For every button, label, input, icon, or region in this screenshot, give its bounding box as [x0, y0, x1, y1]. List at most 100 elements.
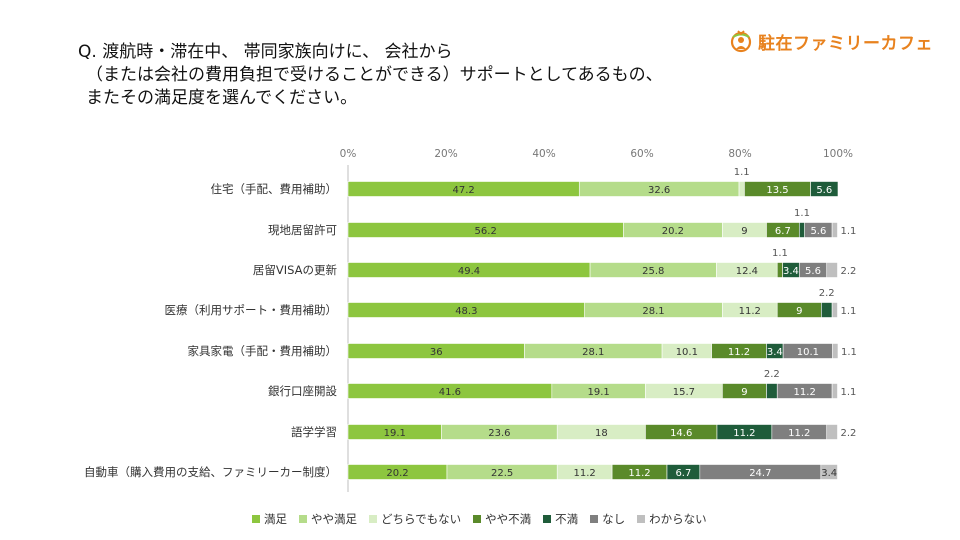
data-label: 32.6: [648, 185, 670, 196]
category-label: 現地居留許可: [268, 223, 337, 237]
question-text: Q. 渡航時・滞在中、 帯同家族向けに、 会社から （または会社の費用負担で受け…: [78, 41, 663, 110]
data-label: 22.5: [491, 468, 513, 479]
data-label: 56.2: [475, 226, 497, 237]
logo-text: 駐在ファミリーカフェ: [758, 33, 933, 54]
bar-segment: [766, 383, 778, 399]
legend-item: なし: [590, 511, 625, 527]
bar-segment: [821, 302, 833, 318]
data-label: 20.2: [662, 226, 684, 237]
legend-item: どちらでもない: [369, 511, 461, 527]
data-label: 11.2: [733, 428, 755, 439]
data-label: 9: [741, 226, 747, 237]
data-label: 25.8: [642, 266, 664, 277]
question-line-3: またその満足度を選んでください。: [86, 88, 358, 108]
data-label: 3.4: [821, 468, 837, 479]
legend-item: わからない: [637, 511, 707, 527]
bar-segment: [831, 383, 838, 399]
data-label: 23.6: [488, 428, 510, 439]
data-label: 28.1: [582, 347, 604, 358]
data-label: 2.2: [841, 266, 857, 277]
data-label: 28.1: [642, 306, 664, 317]
legend-label: どちらでもない: [381, 512, 462, 526]
data-label: 11.2: [728, 347, 750, 358]
data-label: 47.2: [453, 185, 475, 196]
category-label: 医療（利用サポート・費用補助）: [165, 303, 338, 317]
chart-legend: 満足 やや満足 どちらでもない やや不満 不満 なし わからない: [252, 511, 707, 527]
data-label: 1.1: [841, 226, 857, 237]
data-label: 5.6: [805, 266, 821, 277]
data-label: 2.2: [819, 288, 835, 299]
data-label: 11.2: [628, 468, 650, 479]
bar-segment: [831, 302, 838, 318]
bar-segment: [798, 222, 805, 238]
brand-logo: 駐在ファミリーカフェ: [728, 26, 933, 56]
legend-label: やや不満: [485, 512, 532, 526]
data-label: 6.7: [775, 226, 791, 237]
data-label: 9: [741, 387, 747, 398]
x-tick-label: 0%: [340, 148, 357, 160]
data-label: 1.1: [772, 248, 788, 259]
data-label: 20.2: [386, 468, 408, 479]
legend-item: 不満: [543, 511, 578, 527]
x-tick-label: 40%: [532, 148, 555, 160]
data-label: 41.6: [439, 387, 461, 398]
data-label: 13.5: [766, 185, 788, 196]
category-label: 居留VISAの更新: [253, 263, 338, 277]
legend-item: やや満足: [299, 511, 357, 527]
data-label: 2.2: [841, 428, 857, 439]
bar-segment: [826, 424, 838, 440]
data-label: 18: [595, 428, 608, 439]
data-label: 11.2: [739, 306, 761, 317]
x-tick-label: 80%: [728, 148, 751, 160]
category-label: 銀行口座開設: [268, 384, 337, 398]
category-label: 家具家電（手配・費用補助）: [188, 344, 338, 358]
data-label: 19.1: [384, 428, 406, 439]
legend-label: わからない: [649, 512, 707, 526]
data-label: 14.6: [670, 428, 692, 439]
data-label: 1.1: [841, 387, 857, 398]
legend-item: やや不満: [473, 511, 531, 527]
data-label: 19.1: [588, 387, 610, 398]
data-label: 1.1: [841, 306, 857, 317]
x-tick-label: 20%: [434, 148, 457, 160]
data-label: 3.4: [767, 347, 783, 358]
bar-segment: [826, 262, 838, 278]
legend-swatch: [299, 515, 307, 523]
bar-segment: [810, 181, 839, 197]
legend-swatch: [369, 515, 377, 523]
bar-segment: [738, 181, 745, 197]
data-label: 15.7: [673, 387, 695, 398]
legend-swatch: [473, 515, 482, 523]
category-label: 語学学習: [291, 425, 337, 439]
data-label: 48.3: [455, 306, 477, 317]
data-label: 5.6: [816, 185, 832, 196]
data-label: 12.4: [736, 266, 758, 277]
data-label: 36: [430, 347, 443, 358]
data-label: 24.7: [749, 468, 771, 479]
data-label: 3.4: [783, 266, 799, 277]
data-label: 1.1: [794, 208, 810, 219]
data-label: 11.2: [574, 468, 596, 479]
legend-swatch: [590, 515, 599, 523]
category-label: 住宅（手配、費用補助）: [211, 182, 338, 196]
data-label: 49.4: [458, 266, 480, 277]
data-label: 10.1: [797, 347, 819, 358]
globe-person-icon: [730, 30, 752, 53]
data-label: 1.1: [841, 347, 857, 358]
data-label: 11.2: [788, 428, 810, 439]
x-tick-label: 100%: [823, 148, 853, 160]
legend-label: 不満: [555, 512, 579, 526]
bar-segment: [820, 464, 838, 480]
legend-label: なし: [602, 512, 626, 526]
legend-item: 満足: [252, 511, 287, 527]
data-label: 6.7: [675, 468, 691, 479]
data-label: 10.1: [676, 347, 698, 358]
question-line-2: （または会社の費用負担で受けることができる）サポートとしてあるもの、: [86, 65, 663, 85]
legend-swatch: [543, 515, 552, 523]
bar-segment: [831, 222, 838, 238]
legend-label: 満足: [264, 512, 287, 526]
data-label: 9: [796, 306, 802, 317]
data-label: 5.6: [810, 226, 826, 237]
data-label: 1.1: [734, 167, 750, 178]
